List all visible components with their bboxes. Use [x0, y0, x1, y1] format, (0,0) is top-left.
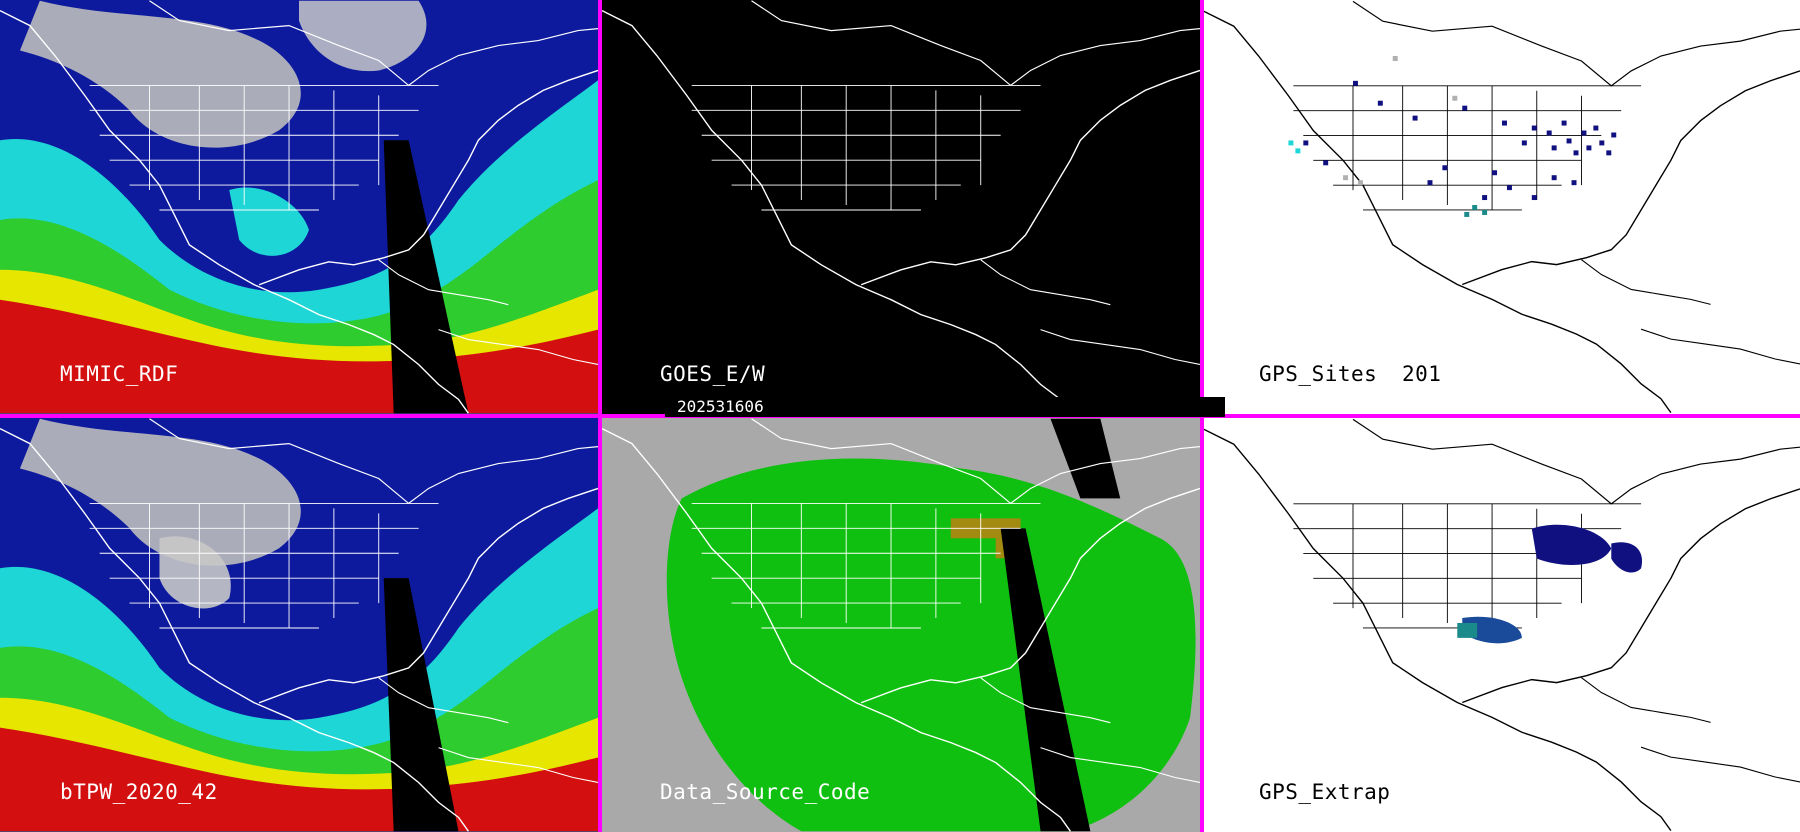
data-source-map-image: [602, 418, 1200, 832]
panel-label-btpw: bTPW_2020_42: [60, 780, 218, 804]
gps-extrap-region-ohio: [1531, 524, 1612, 565]
panel-label-mimic: MIMIC_RDF: [60, 362, 179, 386]
panel-gps-sites: GPS_Sites 201: [1204, 0, 1800, 414]
panel-goes-ew: GOES_E/W: [602, 0, 1200, 414]
panel-label-data-source: Data_Source_Code: [660, 780, 871, 804]
panel-label-gps-sites: GPS_Sites: [1259, 362, 1378, 386]
panel-gps-extrap: GPS_Extrap: [1204, 418, 1800, 832]
gps-extrap-map-image: [1204, 418, 1800, 832]
tpw-map-image: [0, 0, 598, 414]
panel-label-gps-extrap: GPS_Extrap: [1259, 780, 1391, 804]
gps-site-markers: [1303, 80, 1617, 201]
panel-data-source-code: Data_Source_Code: [602, 418, 1200, 832]
timestamp-bar: 202531606: [665, 397, 1225, 417]
panel-mimic-rdf: MIMIC_RDF: [0, 0, 598, 414]
gps-sites-map-image: [1204, 0, 1800, 414]
goes-map-image: [602, 0, 1200, 414]
panel-btpw: bTPW_2020_42: [0, 418, 598, 832]
gps-site-count: 201: [1402, 362, 1442, 386]
panel-label-goes: GOES_E/W: [660, 362, 766, 386]
btpw-map-image: [0, 418, 598, 832]
